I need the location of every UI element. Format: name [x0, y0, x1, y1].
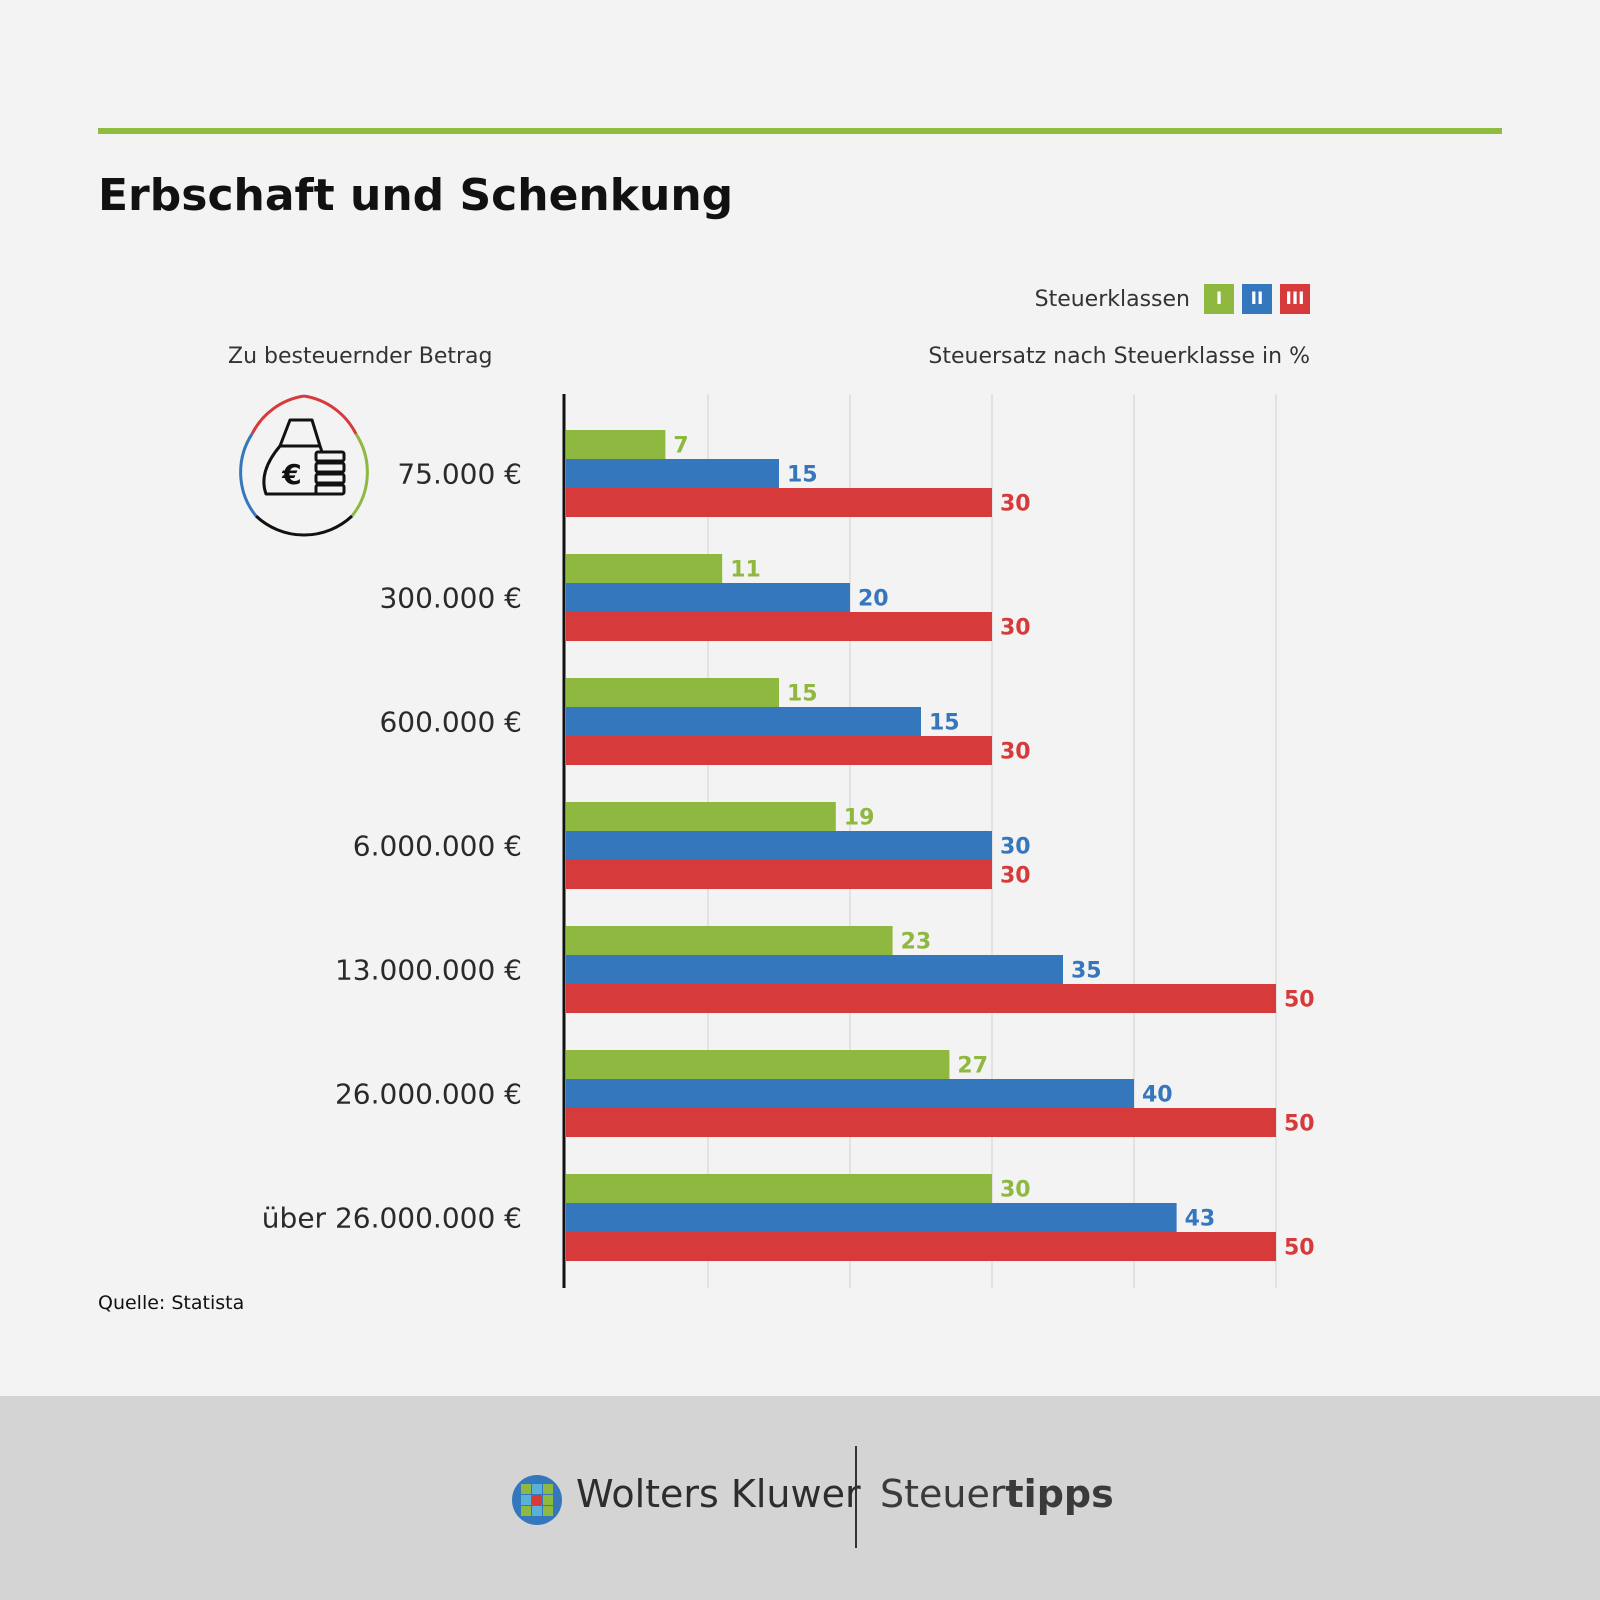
bar-class-2 [566, 459, 779, 488]
tax-rate-bar-chart: 75.000 € 7 15 30 300.000 € 11 20 30 600.000 € 15 1… [262, 394, 1315, 1288]
legend-swatch-class-3: III [1280, 284, 1310, 314]
value-label-class-3: 30 [1000, 740, 1031, 765]
category-label: 13.000.000 € [335, 954, 522, 987]
value-label-class-3: 50 [1284, 1112, 1315, 1137]
value-label-class-3: 50 [1284, 1236, 1315, 1261]
bar-class-1 [566, 926, 893, 955]
bar-class-1 [566, 430, 666, 459]
bar-class-1 [566, 802, 836, 831]
wolters-kluwer-logo-icon [512, 1475, 562, 1525]
brand-name: Wolters Kluwer [576, 1472, 861, 1516]
bar-class-2 [566, 831, 992, 860]
value-label-class-2: 35 [1071, 959, 1102, 984]
category-label: 26.000.000 € [335, 1078, 522, 1111]
bar-class-2 [566, 707, 921, 736]
bar-class-3 [566, 984, 1276, 1013]
bar-class-2 [566, 1203, 1177, 1232]
rate-column-header: Steuersatz nach Steuerklasse in % [928, 344, 1310, 369]
bar-class-2 [566, 1079, 1134, 1108]
product-name-part1: Steuer [880, 1472, 1006, 1516]
product-name: Steuertipps [880, 1472, 1114, 1516]
product-name-part2: tipps [1005, 1472, 1114, 1516]
value-label-class-1: 15 [787, 682, 818, 707]
bar-class-1 [566, 1174, 992, 1203]
value-label-class-1: 7 [673, 434, 688, 459]
source-note: Quelle: Statista [98, 1292, 245, 1314]
bar-class-3 [566, 488, 992, 517]
bar-class-3 [566, 1232, 1276, 1261]
category-label: 600.000 € [379, 706, 522, 739]
category-label: 300.000 € [379, 582, 522, 615]
value-label-class-3: 30 [1000, 492, 1031, 517]
legend-swatch-class-2: II [1242, 284, 1272, 314]
legend-label: Steuerklassen [1034, 286, 1190, 312]
bar-class-1 [566, 678, 779, 707]
bar-class-2 [566, 955, 1063, 984]
top-accent-rule [98, 128, 1502, 134]
value-label-class-1: 23 [901, 930, 932, 955]
value-label-class-1: 19 [844, 806, 875, 831]
value-label-class-3: 30 [1000, 864, 1031, 889]
bar-class-1 [566, 554, 723, 583]
bar-class-3 [566, 612, 992, 641]
value-label-class-2: 30 [1000, 835, 1031, 860]
value-label-class-2: 40 [1142, 1083, 1173, 1108]
category-label: 6.000.000 € [353, 830, 522, 863]
bar-class-3 [566, 860, 992, 889]
value-label-class-1: 27 [957, 1054, 988, 1079]
value-label-class-2: 15 [787, 463, 818, 488]
footer: Wolters Kluwer Steuertipps [0, 1396, 1600, 1600]
bar-class-2 [566, 583, 850, 612]
svg-text:€: € [281, 458, 301, 491]
value-label-class-3: 30 [1000, 616, 1031, 641]
bar-class-3 [566, 1108, 1276, 1137]
bar-class-3 [566, 736, 992, 765]
value-label-class-2: 15 [929, 711, 960, 736]
bar-class-1 [566, 1050, 950, 1079]
legend-swatch-class-1: I [1204, 284, 1234, 314]
page-title: Erbschaft und Schenkung [98, 170, 734, 221]
value-label-class-1: 30 [1000, 1178, 1031, 1203]
value-label-class-2: 20 [858, 587, 889, 612]
amount-column-header: Zu besteuernder Betrag [228, 344, 493, 369]
value-label-class-1: 11 [730, 558, 761, 583]
legend: Steuerklassen I II III [1035, 284, 1310, 314]
category-label: über 26.000.000 € [262, 1202, 522, 1235]
value-label-class-3: 50 [1284, 988, 1315, 1013]
category-label: 75.000 € [397, 458, 522, 491]
money-bag-euro-coins-icon: € [239, 394, 369, 537]
footer-divider [855, 1446, 857, 1548]
value-label-class-2: 43 [1185, 1207, 1216, 1232]
